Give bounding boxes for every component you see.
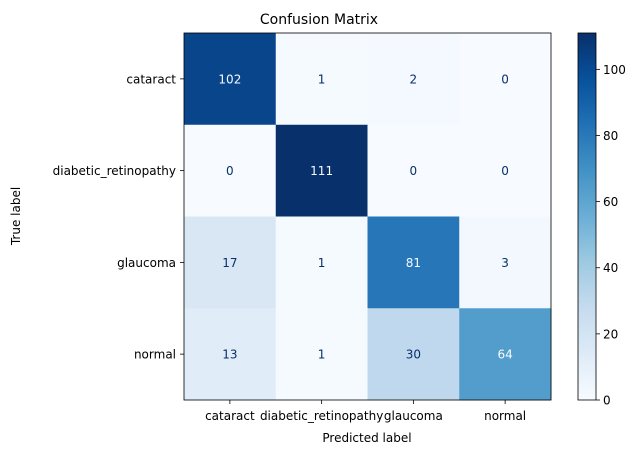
heatmap-cell	[184, 308, 277, 401]
heatmap-cell	[367, 216, 460, 309]
cell-value-label: 1	[318, 348, 326, 362]
cell-value-label: 13	[222, 348, 237, 362]
heatmap-cell	[275, 216, 368, 309]
heatmap-cell	[184, 216, 277, 309]
x-tick-label: cataract	[205, 409, 255, 423]
plot-frame	[183, 32, 552, 401]
cell-value-label: 102	[218, 72, 241, 86]
x-axis-label: Predicted label	[322, 431, 411, 445]
cell-value-label: 1	[318, 72, 326, 86]
heatmap-cell	[184, 33, 277, 126]
heatmap-cell	[459, 33, 552, 126]
colorbar-tick-label: 40	[603, 261, 618, 275]
heatmap-cells	[184, 33, 552, 401]
y-tick-label: normal	[134, 348, 176, 362]
heatmap-cell	[459, 216, 552, 309]
cell-value-label: 0	[501, 72, 509, 86]
cell-value-label: 2	[410, 72, 418, 86]
heatmap-cell	[367, 308, 460, 401]
cell-value-label: 81	[406, 256, 421, 270]
heatmap-cell	[367, 33, 460, 126]
y-axis-label: True label	[9, 187, 23, 246]
x-axis: cataract diabetic_retinopathy glaucoma norm…	[205, 400, 526, 423]
cell-value-label: 0	[501, 164, 509, 178]
y-tick-label: cataract	[126, 72, 176, 86]
cell-value-label: 0	[410, 164, 418, 178]
heatmap-cell	[367, 124, 460, 217]
cell-value-label: 111	[310, 164, 333, 178]
heatmap-cell	[275, 124, 368, 217]
colorbar-tick-label: 100	[603, 63, 626, 77]
cell-value-label: 17	[222, 256, 237, 270]
y-tick-label: diabetic_retinopathy	[53, 164, 176, 178]
heatmap-cell-labels: 102 1 2 0 0 111 0 0 17 1 81 3 13 1 30 64	[218, 72, 512, 361]
heatmap-cell	[184, 124, 277, 217]
cell-value-label: 3	[501, 256, 509, 270]
y-tick-label: glaucoma	[117, 256, 176, 270]
colorbar-tick-label: 80	[603, 129, 618, 143]
cell-value-label: 64	[497, 348, 512, 362]
chart-title: Confusion Matrix	[260, 12, 378, 28]
y-axis: cataract diabetic_retinopathy glaucoma norm…	[53, 72, 184, 362]
cell-value-label: 30	[406, 348, 421, 362]
colorbar-ticks: 0 20 40 60 80 100	[596, 63, 626, 408]
colorbar	[577, 32, 597, 401]
x-tick-label: normal	[484, 409, 526, 423]
colorbar-tick-label: 20	[603, 327, 618, 341]
colorbar-tick-label: 60	[603, 195, 618, 209]
cell-value-label: 0	[226, 164, 234, 178]
heatmap-cell	[459, 124, 552, 217]
colorbar-tick-label: 0	[603, 394, 611, 408]
x-tick-label: glaucoma	[384, 409, 443, 423]
x-tick-label: diabetic_retinopathy	[260, 409, 383, 423]
heatmap-cell	[459, 308, 552, 401]
heatmap-cell	[275, 33, 368, 126]
heatmap-cell	[275, 308, 368, 401]
cell-value-label: 1	[318, 256, 326, 270]
